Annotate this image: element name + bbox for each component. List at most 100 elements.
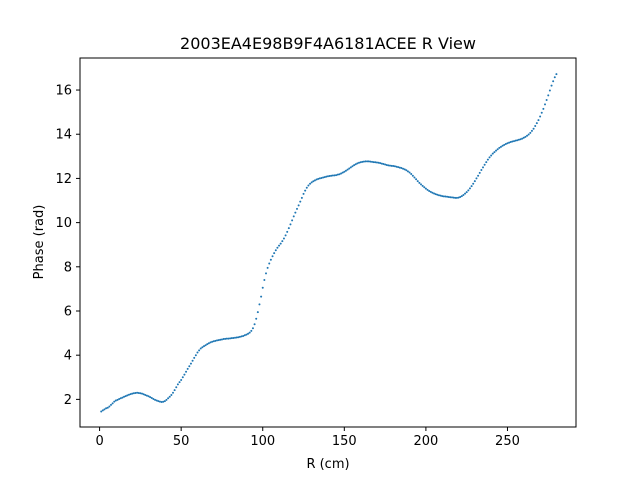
data-point xyxy=(336,173,339,176)
data-point xyxy=(424,187,427,190)
data-point xyxy=(348,167,351,170)
data-point xyxy=(297,204,300,207)
data-point xyxy=(415,178,418,181)
data-point xyxy=(222,338,225,341)
data-point xyxy=(126,394,129,397)
data-point xyxy=(423,186,426,189)
data-point xyxy=(416,180,419,183)
data-point xyxy=(361,160,364,163)
data-point xyxy=(142,393,145,396)
data-point xyxy=(380,162,383,165)
data-point xyxy=(103,408,106,411)
data-point xyxy=(216,339,219,342)
data-point xyxy=(113,400,116,403)
data-point xyxy=(436,193,439,196)
data-point xyxy=(483,163,486,166)
data-point xyxy=(411,174,414,177)
data-point xyxy=(403,168,406,171)
data-point xyxy=(395,165,398,168)
data-point xyxy=(529,131,532,134)
data-point xyxy=(292,215,295,218)
data-point xyxy=(498,146,501,149)
data-point xyxy=(535,122,538,125)
data-point xyxy=(318,177,321,180)
data-point xyxy=(220,338,223,341)
data-point xyxy=(155,399,158,402)
y-tick-label: 14 xyxy=(55,128,72,143)
data-point xyxy=(534,125,537,128)
data-point xyxy=(131,392,134,395)
data-point xyxy=(289,223,292,226)
data-point xyxy=(129,393,132,396)
data-point xyxy=(441,195,444,198)
data-point xyxy=(537,119,540,122)
data-point xyxy=(499,145,502,148)
data-point xyxy=(429,190,432,193)
data-point xyxy=(482,166,484,169)
data-point xyxy=(111,402,114,405)
data-point xyxy=(152,397,155,400)
data-point xyxy=(367,160,370,163)
data-point xyxy=(211,340,214,343)
y-tick-label: 10 xyxy=(55,216,72,231)
data-point xyxy=(199,347,202,350)
data-point xyxy=(542,107,545,110)
data-point xyxy=(470,185,473,188)
data-point xyxy=(281,240,284,243)
data-point xyxy=(488,156,491,159)
x-tick-label: 0 xyxy=(95,434,103,449)
data-point xyxy=(354,163,357,166)
data-point xyxy=(150,397,153,400)
data-point xyxy=(186,367,189,370)
data-point xyxy=(196,351,199,354)
x-tick-label: 100 xyxy=(250,434,275,449)
data-point xyxy=(312,180,315,183)
data-point xyxy=(242,334,245,337)
data-point xyxy=(304,189,307,192)
data-point xyxy=(185,370,188,373)
data-point xyxy=(495,149,498,152)
data-point xyxy=(193,356,196,359)
data-point xyxy=(524,135,527,138)
data-point xyxy=(493,151,496,154)
data-point xyxy=(132,392,135,395)
y-tick-label: 12 xyxy=(55,172,72,187)
data-point xyxy=(513,140,515,143)
data-point xyxy=(201,346,204,349)
data-point xyxy=(390,164,393,167)
data-point xyxy=(384,163,387,166)
x-tick-label: 200 xyxy=(413,434,438,449)
data-point xyxy=(467,189,470,192)
data-point xyxy=(229,337,232,340)
data-point xyxy=(475,177,478,180)
data-point xyxy=(325,175,328,178)
data-point xyxy=(260,295,263,298)
data-point xyxy=(191,359,194,362)
data-point xyxy=(217,339,220,342)
data-point xyxy=(136,391,139,394)
y-tick-label: 8 xyxy=(64,260,72,275)
data-point xyxy=(158,400,161,403)
data-point xyxy=(451,196,453,199)
data-point xyxy=(204,344,207,347)
data-point xyxy=(514,139,517,142)
data-point xyxy=(465,191,468,194)
y-tick-label: 4 xyxy=(64,349,72,364)
data-point xyxy=(449,196,452,199)
data-point xyxy=(178,381,181,384)
data-point xyxy=(118,397,121,400)
data-point xyxy=(405,169,408,172)
data-point xyxy=(172,391,174,394)
data-point xyxy=(157,400,160,403)
data-point xyxy=(356,162,359,165)
data-point xyxy=(251,327,254,330)
data-point xyxy=(393,165,396,168)
data-point xyxy=(291,219,294,222)
data-point xyxy=(420,183,422,186)
data-point xyxy=(371,160,374,163)
data-point xyxy=(269,258,272,261)
data-point xyxy=(480,169,483,172)
data-point xyxy=(181,376,184,379)
data-point xyxy=(353,164,356,167)
data-point xyxy=(330,174,333,177)
